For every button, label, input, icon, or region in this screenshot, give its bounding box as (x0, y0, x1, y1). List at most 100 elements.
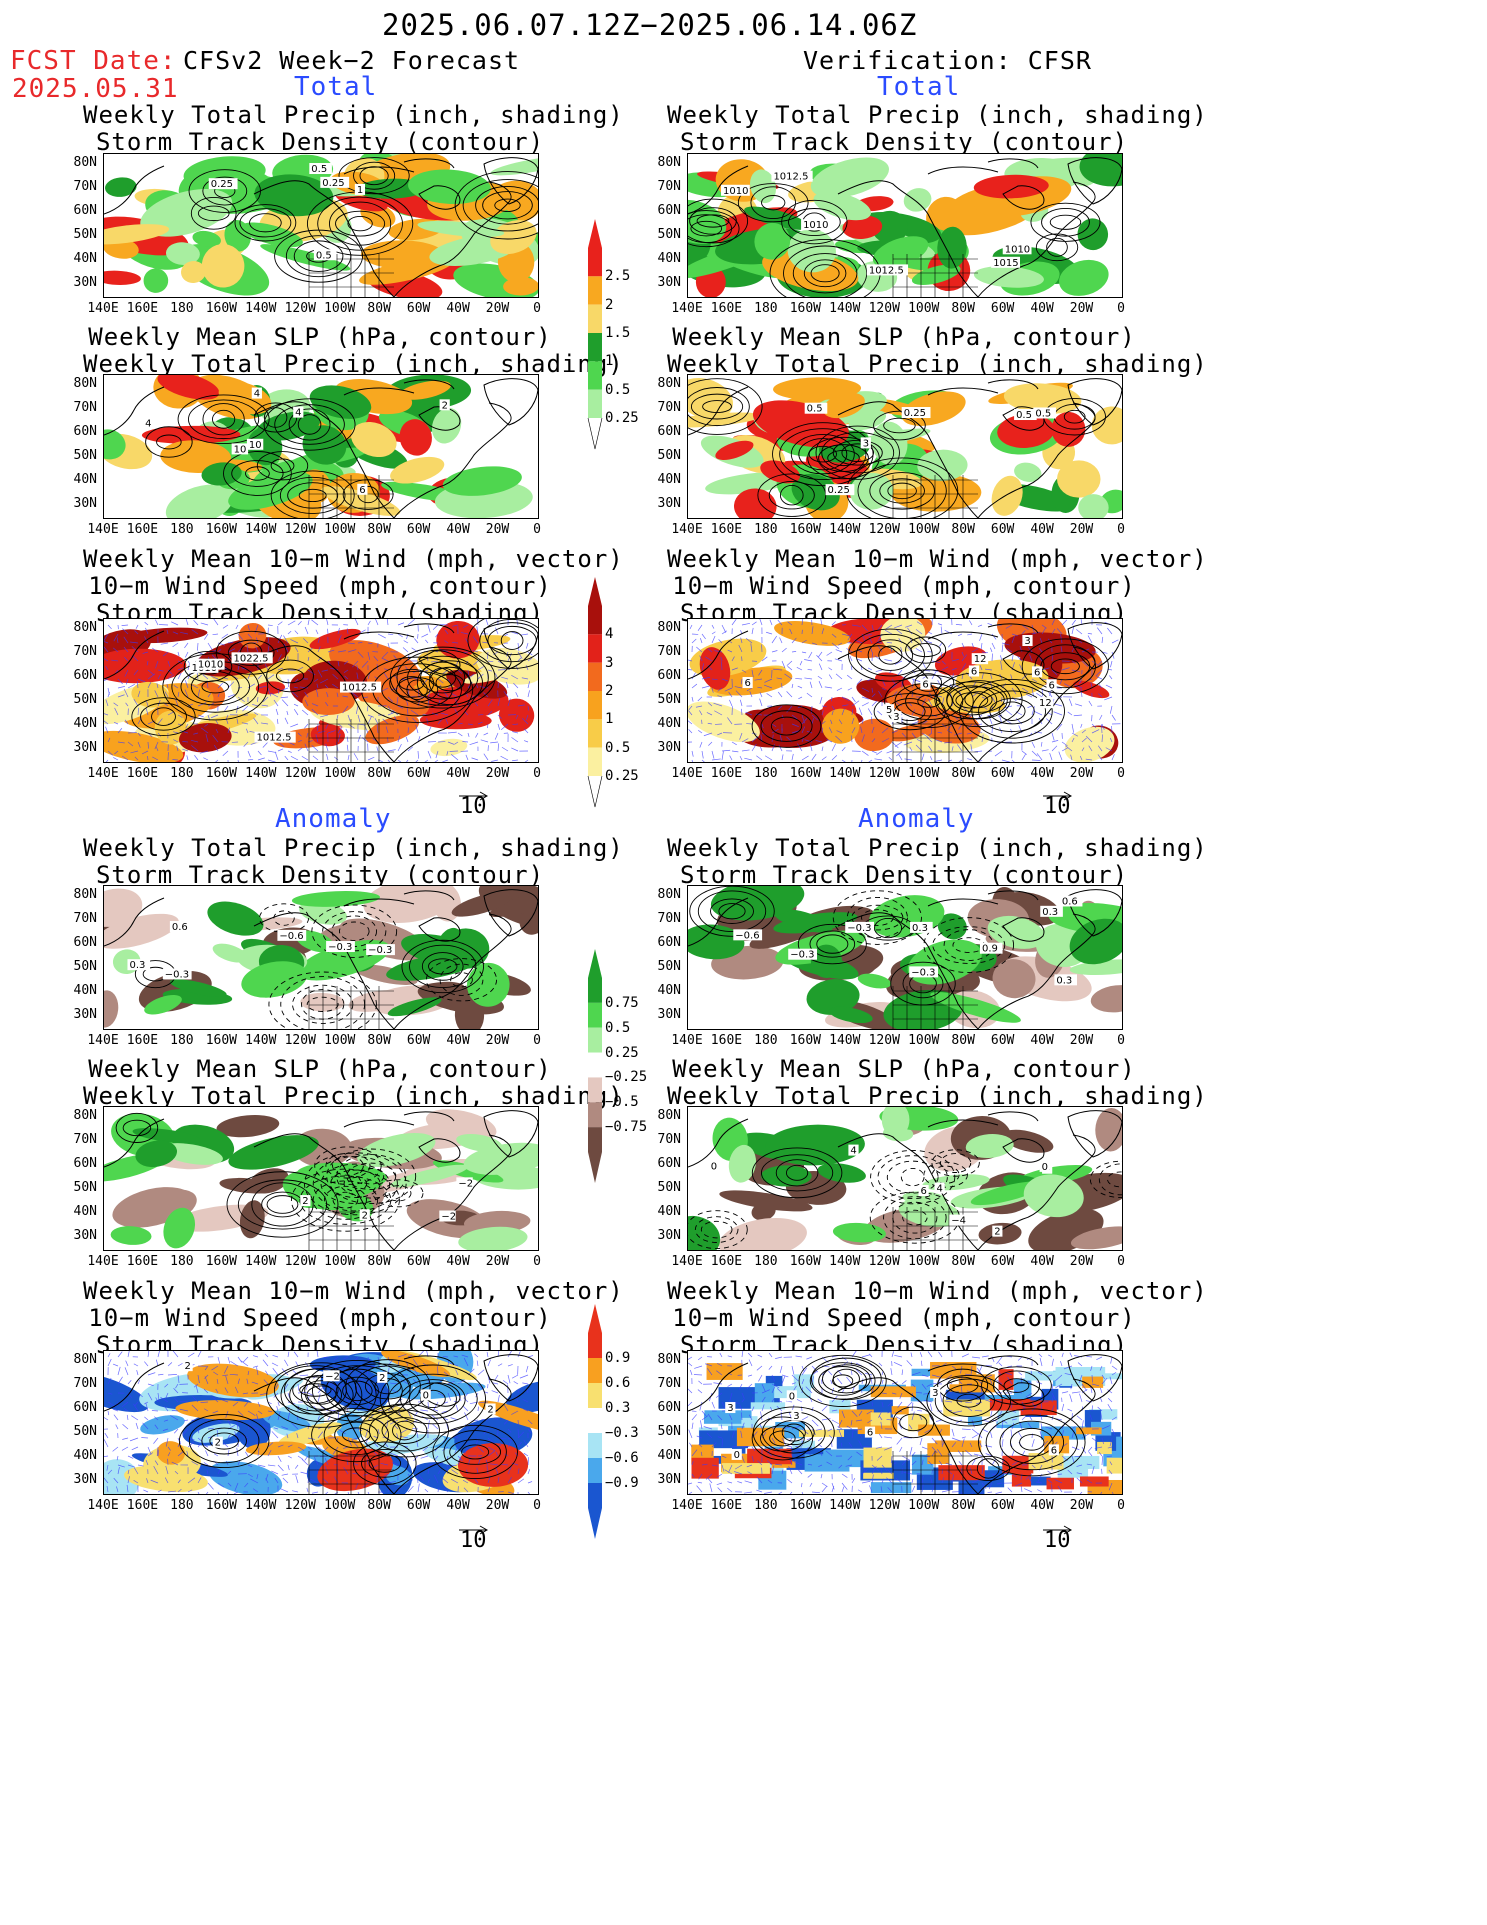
wind-vector (200, 622, 209, 626)
contour-line (379, 1364, 486, 1434)
wind-vector (451, 1469, 459, 1475)
wind-vector (958, 1380, 963, 1385)
contour-line (323, 1414, 389, 1456)
wind-vector (267, 687, 272, 697)
wind-vector (819, 1449, 823, 1457)
wind-vector (174, 1470, 179, 1475)
contour-line (334, 1421, 379, 1449)
shaded-region (1057, 460, 1101, 498)
wind-vector (921, 732, 929, 738)
wind-vector (277, 748, 284, 752)
wind-vector (173, 685, 179, 689)
shaded-cell (721, 1463, 770, 1474)
wind-vector (1005, 709, 1013, 716)
contour-line (202, 176, 248, 206)
wind-vector (871, 687, 873, 693)
wind-vector (483, 732, 489, 736)
wind-vector (951, 1474, 955, 1484)
wind-vector (283, 635, 289, 644)
wind-vector (891, 1392, 897, 1395)
contour-line (338, 921, 370, 941)
wind-vector (407, 687, 410, 696)
wind-vector (985, 1365, 993, 1367)
shaded-region (458, 1226, 528, 1250)
contour-line (325, 1368, 390, 1414)
wind-vector (1079, 1491, 1083, 1494)
wind-vector (851, 1430, 854, 1439)
wind-vector (953, 732, 963, 736)
lat-tick-label: 30N (657, 1007, 681, 1022)
panel-title-line: Weekly Total Precip (inch, shading) (667, 834, 1208, 862)
shaded-region (309, 385, 372, 419)
wind-vector (427, 1468, 430, 1475)
wind-vector (142, 651, 149, 654)
shaded-region (463, 1142, 538, 1175)
contour-line (999, 1420, 1065, 1464)
wind-vector (691, 750, 694, 757)
panel-title-line: 10−m Wind Speed (mph, contour) (88, 572, 552, 600)
lon-tick-label: 40W (446, 522, 470, 537)
wind-vector (472, 650, 479, 653)
wind-vector (841, 704, 849, 707)
contour-layer (688, 378, 1106, 518)
wind-vector (851, 624, 861, 627)
wind-vector (367, 1356, 370, 1362)
shaded-region (710, 886, 805, 921)
wind-vector (1000, 655, 1003, 662)
contour-label-bg (708, 1160, 719, 1172)
wind-vector (495, 1451, 499, 1457)
wind-vector (717, 1487, 723, 1493)
wind-vector (336, 692, 339, 698)
contour-label-bg (212, 1436, 223, 1448)
wind-vector (104, 678, 109, 682)
contour-line (688, 378, 763, 435)
wind-vector (525, 714, 529, 721)
wind-vector (227, 1482, 232, 1487)
lat-tick-label: 60N (73, 203, 97, 218)
coast-asia (688, 165, 749, 215)
wind-vector (242, 705, 249, 712)
contour-line (760, 1425, 805, 1452)
wind-vector (154, 1424, 159, 1430)
contour-line (202, 403, 245, 436)
wind-vector (476, 1360, 479, 1367)
wind-vector (890, 1455, 893, 1464)
wind-vector (236, 1421, 239, 1430)
wind-vector (357, 1428, 362, 1431)
wind-vector (171, 621, 179, 626)
lat-tick-label: 60N (73, 1400, 97, 1415)
shaded-region (154, 710, 187, 745)
wind-vector (1081, 1383, 1088, 1392)
wind-vector (177, 672, 182, 680)
wind-vector (287, 1464, 290, 1471)
wind-vector (217, 682, 224, 689)
wind-vector (173, 1428, 179, 1434)
wind-vector (994, 750, 1003, 757)
wind-vector (483, 753, 489, 761)
hudson-bay (418, 1382, 461, 1407)
wind-vector (384, 668, 389, 671)
wind-vector (701, 759, 705, 762)
wind-vector (267, 1401, 272, 1405)
colorbar-band (588, 248, 602, 277)
contour-line (870, 1149, 956, 1205)
wind-vector (121, 1446, 129, 1451)
wind-vector (1091, 1405, 1093, 1412)
lat-tick-label: 80N (73, 155, 97, 170)
shaded-region (451, 892, 513, 917)
shaded-region (245, 1441, 307, 1456)
wind-vector (834, 658, 843, 662)
wind-vector (316, 723, 319, 732)
wind-vector (960, 1365, 963, 1374)
wind-vector (283, 643, 289, 653)
wind-vector (197, 689, 201, 698)
wind-vector (362, 1473, 369, 1476)
wind-vector (126, 1414, 129, 1421)
wind-vector (150, 1479, 159, 1484)
wind-vector (779, 733, 783, 743)
wind-vector (786, 705, 793, 713)
wind-vector (741, 1398, 745, 1403)
wind-vector (1085, 735, 1093, 743)
wind-vector (705, 1363, 713, 1367)
wind-vector (911, 1411, 915, 1421)
